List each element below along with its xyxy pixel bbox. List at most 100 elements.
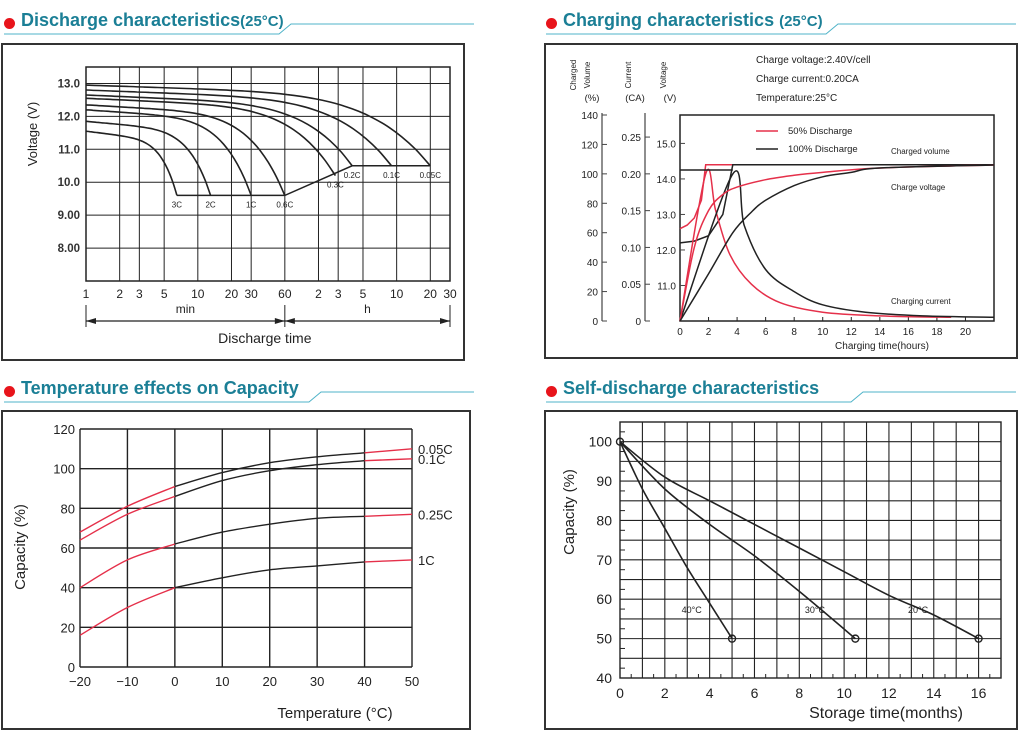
series-label: 40°C	[682, 605, 703, 615]
x-tick-label: 5	[161, 287, 168, 301]
x-tick-label: 10	[215, 674, 229, 689]
axis-tick-label: 40	[587, 258, 599, 269]
y-tick-label: 120	[53, 422, 75, 437]
chart-title: Temperature effects on Capacity	[21, 378, 299, 398]
arrow-head-icon	[274, 318, 285, 324]
axis-tick-label: 0.05	[622, 280, 642, 291]
x-tick-label: 16	[903, 327, 915, 338]
curve-label: 3C	[172, 200, 182, 209]
series-0.05C-cold	[79, 485, 176, 533]
x-tick-label: 12	[846, 327, 858, 338]
series-100-discharge-current	[679, 170, 995, 322]
discharge-chart-frame: 1 2 3 5 10 20 30 60 2 3 5 10 20 30 8.00 9.00 10.0 11.0 12.…	[1, 43, 465, 361]
x-axis-label: Charging time(hours)	[835, 341, 929, 352]
x-tick-label: 20	[225, 287, 239, 301]
series-1C-normal	[174, 561, 365, 589]
temperature-chart-frame: −20 −10 0 10 20 30 40 50 0 20 40 60 80 100 120 Capacity…	[1, 410, 471, 730]
y-tick-label: 100	[589, 434, 613, 450]
x-axis-label: Temperature (°C)	[277, 705, 392, 722]
x-tick-label: 20	[424, 287, 438, 301]
x-tick-label: 6	[763, 327, 769, 338]
annotation-charge-voltage: Charge voltage	[891, 183, 946, 192]
x-tick-label: 0	[171, 674, 178, 689]
axis-tick-label: 100	[581, 170, 598, 181]
axis-tick-label: 0.15	[622, 207, 642, 218]
discharge-curve-0.3C	[85, 97, 337, 177]
y-tick-label: 12.0	[58, 111, 80, 123]
y-tick-label: 50	[596, 631, 612, 647]
series-label: 30°C	[805, 605, 826, 615]
header-underline	[546, 23, 1016, 35]
x-tick-label: −20	[69, 674, 91, 689]
axis-tick-label: 120	[581, 140, 598, 151]
discharge-curve-1C	[85, 109, 252, 196]
x-axis-label: Discharge time	[218, 330, 312, 346]
chart-title: Self-discharge characteristics	[563, 378, 820, 398]
end-marker	[974, 634, 983, 643]
y-tick-label: 40	[596, 670, 612, 686]
curve-label: 2C	[205, 200, 215, 209]
unit-label-h: h	[364, 302, 371, 316]
y-tick-label: 10.0	[58, 177, 80, 189]
series-0.1C-cold	[79, 495, 176, 541]
discharge-curve-2C	[85, 120, 212, 196]
x-tick-label: 30	[244, 287, 258, 301]
bullet-icon	[546, 18, 557, 29]
x-tick-label: 20	[262, 674, 276, 689]
series-50-discharge-current	[679, 168, 952, 322]
x-tick-label: 1	[83, 287, 90, 301]
discharge-header: Discharge characteristics(25°C)	[4, 8, 474, 38]
series-label: 0.05C	[418, 442, 453, 457]
discharge-chart: 1 2 3 5 10 20 30 60 2 3 5 10 20 308.009.0010.011.012.…	[25, 66, 457, 346]
curve-label: 0.3C	[327, 181, 344, 190]
x-tick-label: 0	[616, 685, 624, 701]
chart-title: Discharge characteristics(25°C)	[21, 10, 284, 30]
discharge-curve-0.1C	[85, 89, 393, 167]
discharge-curve-3C	[85, 130, 178, 196]
header-underline	[4, 391, 474, 403]
x-tick-label: 2	[661, 685, 669, 701]
legend-label: 100% Discharge	[788, 144, 858, 155]
condition-text: Charge voltage:2.40V/cell	[756, 55, 871, 66]
plot-area	[679, 114, 995, 322]
charging-header: Charging characteristics (25°C)	[546, 8, 1016, 38]
x-tick-label: 40	[357, 674, 371, 689]
x-tick-label: 12	[881, 685, 897, 701]
x-tick-label: 16	[971, 685, 987, 701]
axis-title: Volume	[583, 61, 592, 88]
axis-tick-label: 13.0	[657, 210, 677, 221]
y-tick-label: 90	[596, 473, 612, 489]
x-tick-label: 5	[360, 287, 367, 301]
bullet-icon	[4, 18, 15, 29]
x-tick-label: 6	[751, 685, 759, 701]
series-1C-cold	[79, 587, 176, 636]
x-tick-label: 4	[734, 327, 740, 338]
y-tick-label: 0	[68, 660, 75, 675]
axis-tick-label: 15.0	[657, 139, 677, 150]
y-tick-label: 20	[61, 620, 75, 635]
x-tick-label: −10	[116, 674, 138, 689]
end-marker	[727, 634, 737, 643]
x-tick-label: 10	[817, 327, 829, 338]
curve-label: 0.1C	[383, 171, 400, 180]
axis-tick-label: 0	[592, 317, 598, 328]
chart-title: Charging characteristics (25°C)	[563, 10, 823, 30]
legend-label: 50% Discharge	[788, 126, 852, 137]
arrow-head-icon	[440, 318, 450, 324]
arrow-head-icon	[86, 318, 96, 324]
x-tick-label: 2	[116, 287, 123, 301]
axis-tick-label: 11.0	[657, 281, 676, 292]
x-tick-label: 2	[315, 287, 322, 301]
y-tick-label: 80	[596, 512, 612, 528]
series-0.1C-normal	[174, 460, 365, 498]
axis-tick-label: 60	[587, 229, 599, 240]
temperature-chart: −20 −10 0 10 20 30 40 50 0 20 40 60 80 100 120 Capacity…	[12, 422, 453, 722]
series-40°C	[619, 441, 733, 640]
charging-chart-frame: 0 20 40 60 80 100 120 140 (%) Charged Volume 0 0.05 0…	[544, 43, 1018, 359]
selfdischarge-header: Self-discharge characteristics	[546, 376, 1016, 406]
axis-tick-label: 0.25	[622, 133, 642, 144]
series-label: 0.25C	[418, 507, 453, 522]
x-tick-label: 10	[191, 287, 205, 301]
annotation-charging-current: Charging current	[891, 297, 951, 306]
axis-tick-label: 0	[635, 317, 641, 328]
